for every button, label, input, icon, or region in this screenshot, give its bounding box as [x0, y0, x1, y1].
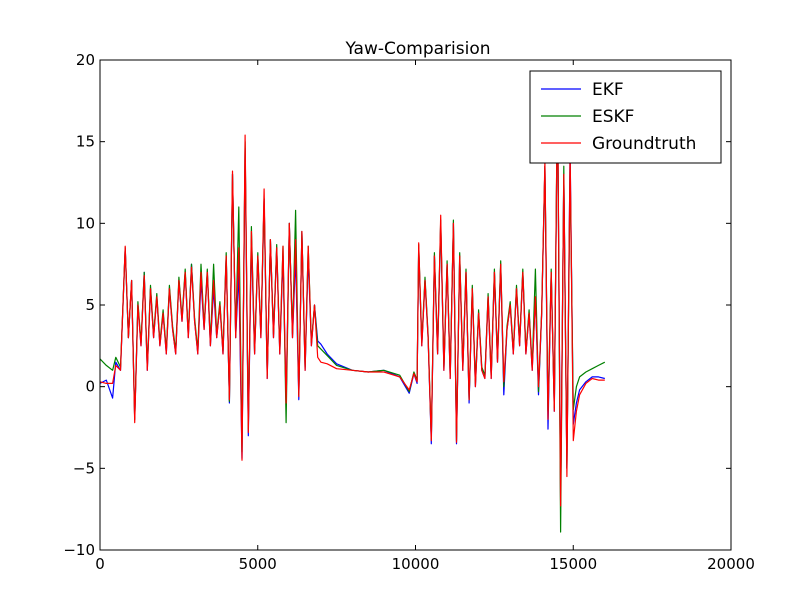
y-tick-label: 15 — [76, 133, 95, 151]
legend: EKF ESKF Groundtruth — [529, 70, 722, 164]
y-tick-label: −10 — [63, 541, 95, 559]
legend-box — [529, 70, 722, 164]
axis-layer: 0 5000 10000 15000 20000 −10 −5 0 5 10 15 20 — [63, 51, 755, 573]
y-tick-label: 0 — [85, 378, 95, 396]
series-line-eskf — [100, 83, 606, 533]
x-tick-label: 5000 — [239, 555, 277, 573]
y-tick-label: 5 — [85, 296, 95, 314]
y-tick-label: −5 — [73, 459, 95, 477]
y-tick-label: 20 — [76, 51, 95, 69]
x-tick-label: 10000 — [392, 555, 440, 573]
x-tick-label: 0 — [95, 555, 105, 573]
legend-label-eskf: ESKF — [592, 107, 634, 127]
series-layer — [100, 83, 606, 533]
legend-label-groundtruth: Groundtruth — [592, 134, 696, 154]
x-tick-label: 15000 — [549, 555, 597, 573]
chart-title: Yaw-Comparision — [344, 39, 490, 59]
y-tick-label: 10 — [76, 214, 95, 232]
series-line-groundtruth — [100, 83, 605, 507]
legend-label-ekf: EKF — [592, 80, 624, 100]
x-tick-label: 20000 — [707, 555, 755, 573]
